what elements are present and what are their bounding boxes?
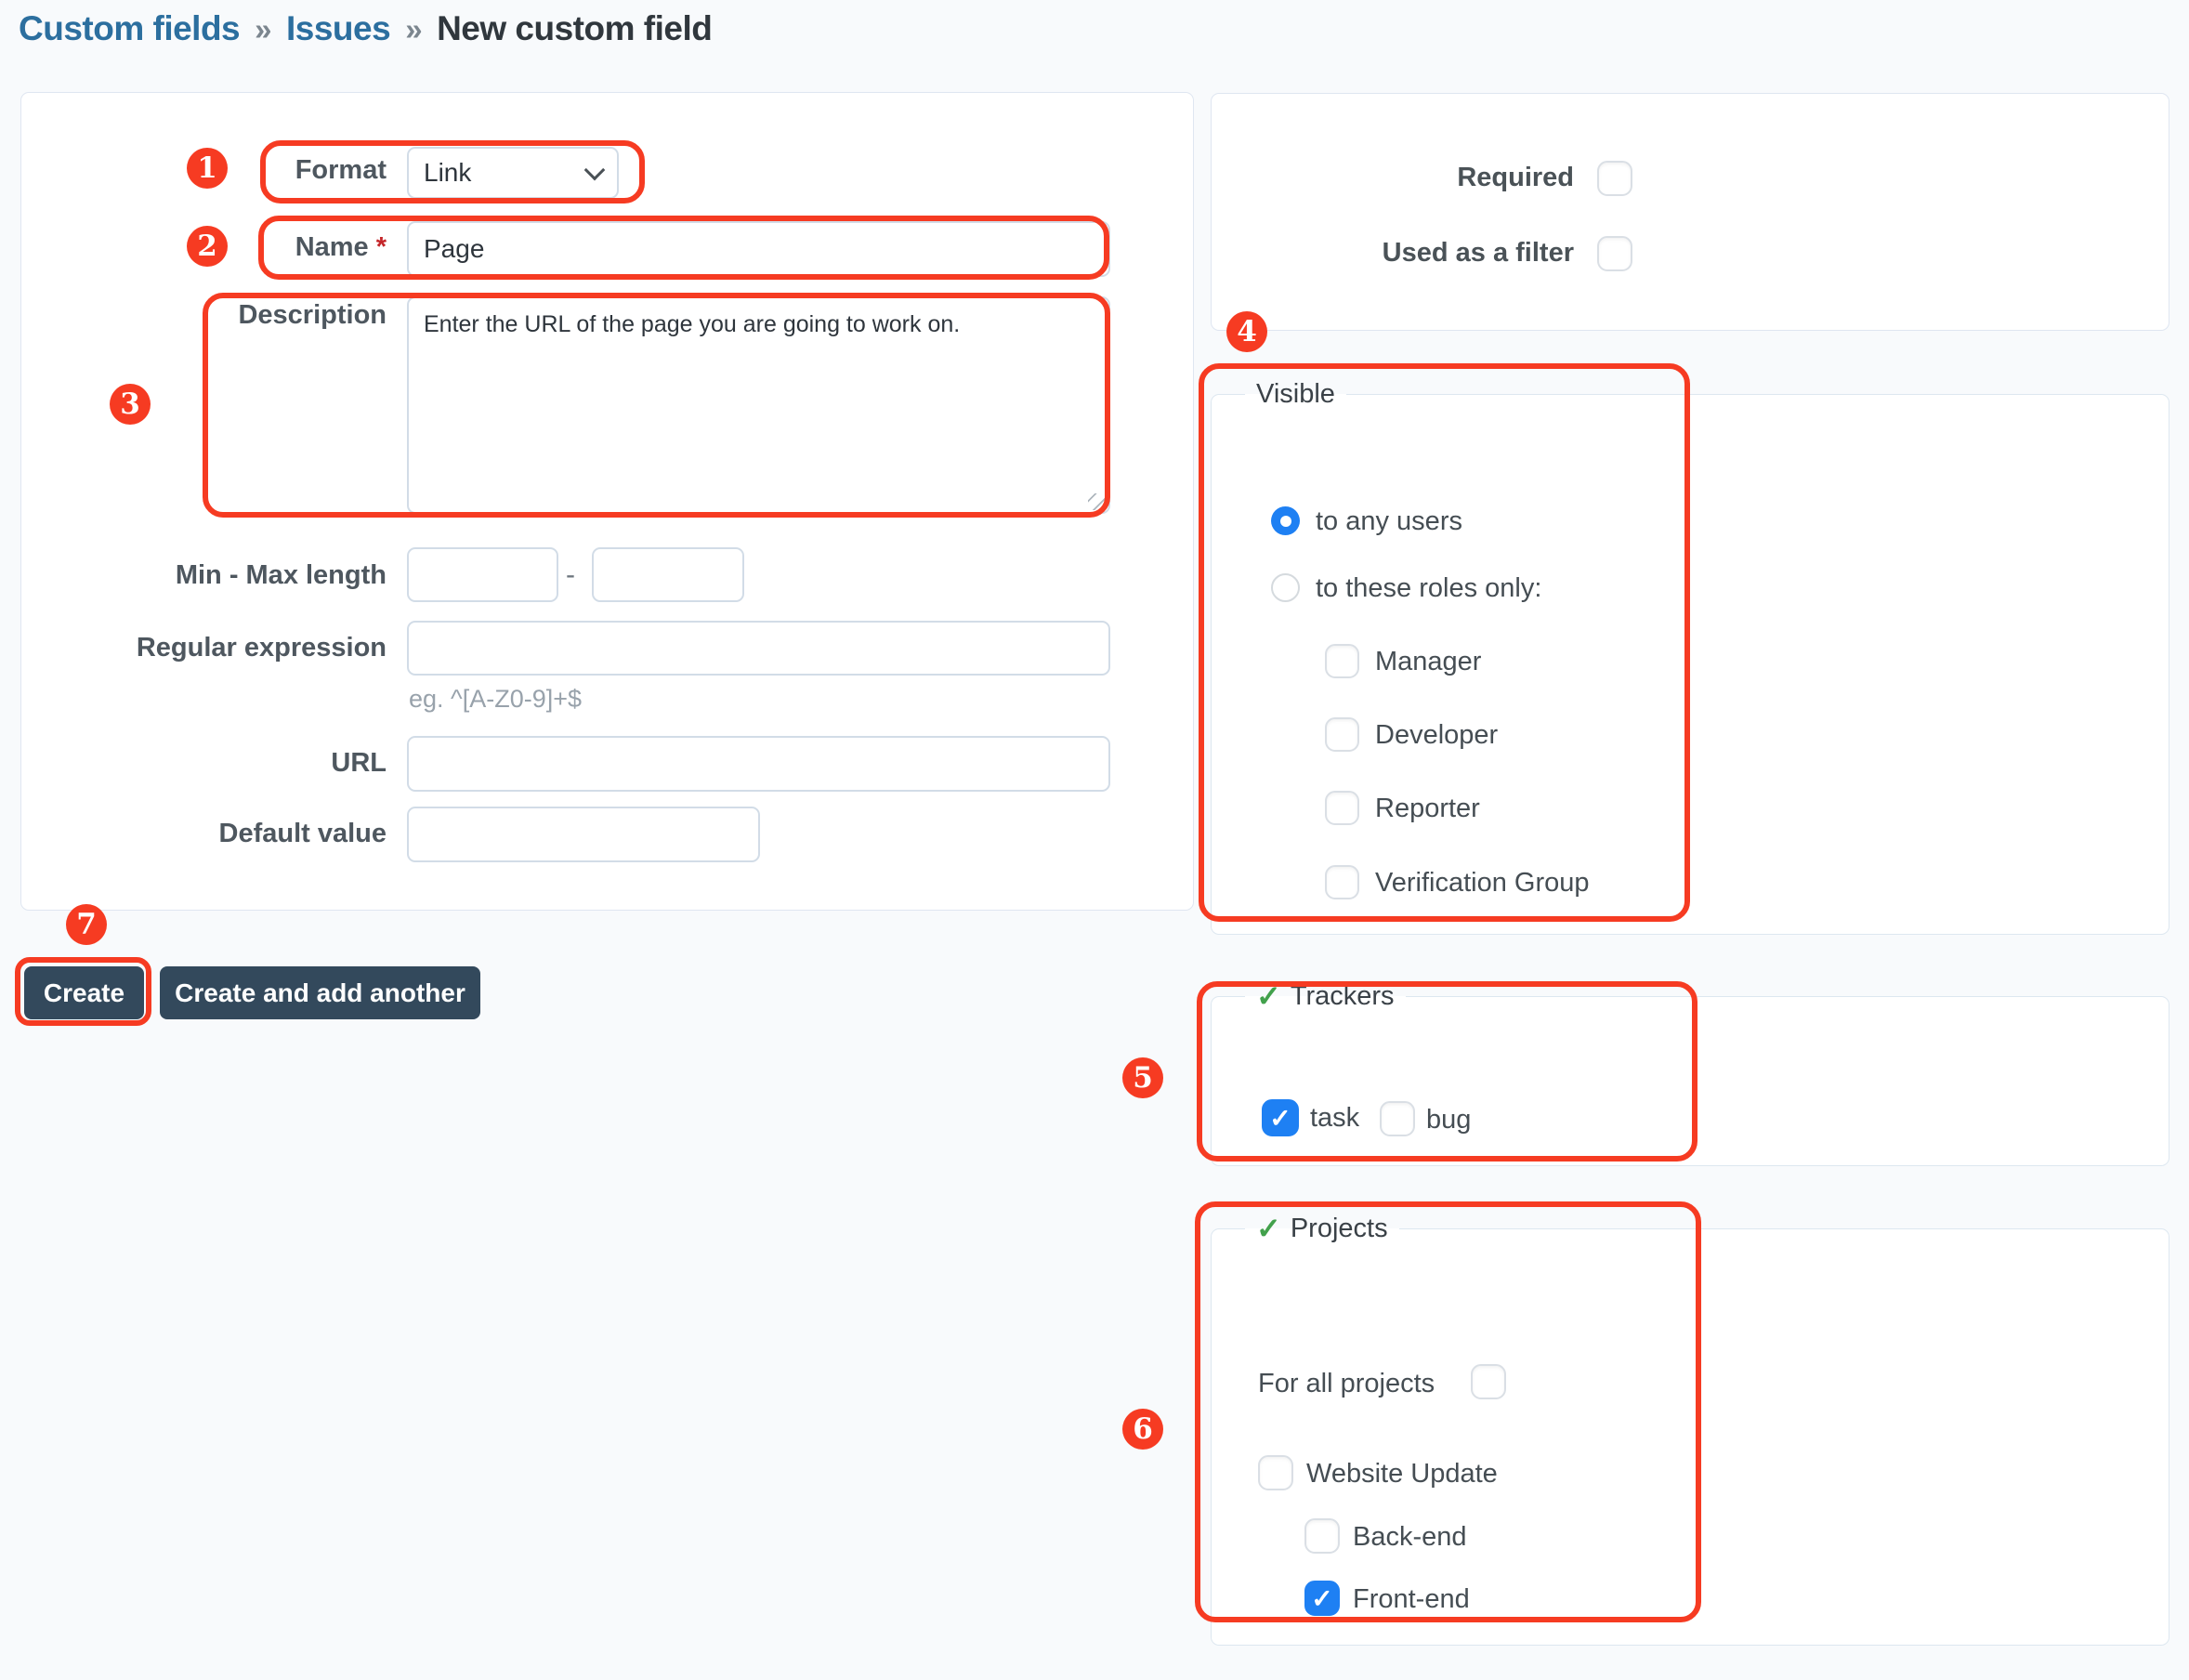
projects-fieldset: ✓ Projects For all projects Website Upda… (1211, 1211, 2169, 1646)
format-select-value: Link (424, 158, 472, 187)
annotation-number-5: 5 (1122, 1057, 1163, 1098)
textarea-resize-grip[interactable] (1088, 493, 1105, 510)
create-and-add-another-button[interactable]: Create and add another (160, 966, 480, 1019)
min-max-dash: - (566, 559, 575, 590)
page-title: New custom field (437, 9, 713, 47)
required-label: Required (1457, 163, 1574, 192)
breadcrumb-link-issues[interactable]: Issues (286, 9, 391, 47)
visible-radio-these-roles[interactable] (1271, 573, 1300, 602)
project-checkbox-back-end[interactable] (1304, 1518, 1340, 1554)
regex-input[interactable] (407, 621, 1110, 676)
min-length-input[interactable] (407, 547, 558, 602)
format-label: Format (295, 155, 387, 185)
regex-hint: eg. ^[A-Z0-9]+$ (409, 685, 583, 713)
used-as-filter-label: Used as a filter (1382, 238, 1574, 268)
description-textarea[interactable] (407, 296, 1110, 514)
annotation-number-6: 6 (1122, 1409, 1163, 1450)
role-checkbox-verification-group[interactable] (1325, 865, 1359, 899)
name-input[interactable] (407, 221, 1110, 277)
breadcrumb: Custom fields » Issues » New custom fiel… (19, 9, 713, 48)
tracker-checkbox-bug[interactable] (1380, 1101, 1415, 1136)
description-label: Description (238, 300, 387, 330)
trackers-legend: ✓ Trackers (1256, 979, 1395, 1013)
min-max-length-label: Min - Max length (175, 560, 387, 590)
used-as-filter-checkbox[interactable] (1597, 236, 1632, 271)
name-label: Name * (295, 232, 387, 262)
tracker-label: task (1310, 1103, 1360, 1133)
chevron-down-icon (583, 159, 606, 181)
custom-field-form-panel: Format Link Name* Description Min - Max … (20, 92, 1194, 911)
tracker-label: bug (1426, 1105, 1472, 1135)
required-checkbox[interactable] (1597, 161, 1632, 196)
role-label: Developer (1375, 720, 1499, 750)
role-label: Verification Group (1375, 868, 1590, 898)
visible-radio-label: to these roles only: (1316, 573, 1542, 603)
default-value-label: Default value (218, 819, 387, 848)
breadcrumb-separator: » (255, 12, 271, 46)
project-label: Website Update (1306, 1459, 1498, 1489)
max-length-input[interactable] (592, 547, 744, 602)
trackers-fieldset: ✓ Trackers ✓ task bug (1211, 978, 2169, 1166)
format-select[interactable]: Link (407, 147, 619, 199)
check-icon: ✓ (1256, 979, 1281, 1013)
for-all-projects-label: For all projects (1258, 1369, 1435, 1398)
required-asterisk: * (375, 232, 387, 262)
check-icon: ✓ (1256, 1212, 1281, 1245)
project-label: Back-end (1353, 1522, 1467, 1552)
project-checkbox-front-end[interactable]: ✓ (1304, 1581, 1340, 1616)
visible-legend: Visible (1256, 379, 1335, 409)
url-label: URL (331, 748, 387, 778)
visible-radio-any-users[interactable] (1271, 506, 1300, 535)
url-input[interactable] (407, 736, 1110, 792)
visible-radio-label: to any users (1316, 506, 1462, 536)
role-checkbox-reporter[interactable] (1325, 791, 1359, 825)
role-checkbox-developer[interactable] (1325, 717, 1359, 752)
for-all-projects-checkbox[interactable] (1471, 1364, 1506, 1399)
projects-legend: ✓ Projects (1256, 1212, 1388, 1245)
tracker-checkbox-task[interactable]: ✓ (1262, 1099, 1299, 1136)
default-value-input[interactable] (407, 807, 760, 862)
breadcrumb-link-custom-fields[interactable]: Custom fields (19, 9, 241, 47)
options-panel: Required Used as a filter (1211, 93, 2169, 331)
regex-label: Regular expression (136, 633, 387, 663)
role-label: Reporter (1375, 794, 1480, 823)
visible-fieldset: Visible to any users to these roles only:… (1211, 379, 2169, 935)
project-checkbox-website-update[interactable] (1258, 1455, 1293, 1490)
create-button[interactable]: Create (24, 966, 144, 1019)
role-label: Manager (1375, 647, 1482, 676)
breadcrumb-separator: » (405, 12, 423, 46)
role-checkbox-manager[interactable] (1325, 644, 1359, 678)
project-label: Front-end (1353, 1584, 1470, 1614)
